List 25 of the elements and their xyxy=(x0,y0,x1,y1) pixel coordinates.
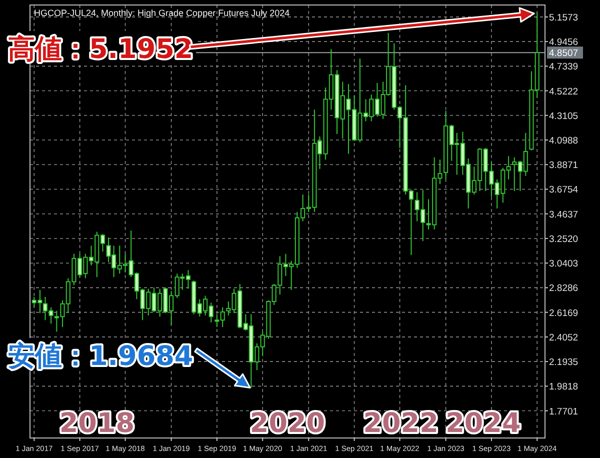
y-tick-label: 2.6169 xyxy=(549,308,578,319)
y-tick-label: 2.8286 xyxy=(549,283,578,294)
y-tick-label: 4.5222 xyxy=(549,86,578,98)
y-tick-label: 3.8871 xyxy=(549,160,578,172)
annotation: 2018 xyxy=(59,408,135,439)
annotation: 2020 xyxy=(250,408,326,439)
y-tick-label: 1.7701 xyxy=(549,406,578,418)
y-tick-label: 3.6754 xyxy=(549,184,578,196)
y-tick-label: 4.0988 xyxy=(549,136,578,147)
y-tick-label: 5.1573 xyxy=(549,12,578,24)
y-tick-label: 4.9456 xyxy=(549,37,578,48)
ref-line-label: 4.8507 xyxy=(549,48,578,60)
annotation: 2024 xyxy=(446,408,521,439)
y-tick-label: 4.7339 xyxy=(549,62,578,73)
annotation: 高値：5.1952 xyxy=(8,34,194,65)
y-tick-label: 3.0403 xyxy=(549,258,578,270)
y-tick-label: 4.3105 xyxy=(549,110,578,122)
y-tick-label: 2.4052 xyxy=(549,332,578,344)
chart-title: HGCOP-JUL24, Monthly: High Grade Copper Futures July 2024 xyxy=(34,8,290,18)
y-tick-label: 1.9818 xyxy=(549,382,578,393)
annotation: 2022 xyxy=(363,408,438,439)
y-tick-label: 3.2520 xyxy=(549,234,578,245)
annotation: 安値：1.9684 xyxy=(8,341,194,372)
y-tick-label: 2.1935 xyxy=(549,357,578,368)
y-tick-label: 3.4637 xyxy=(549,209,578,220)
